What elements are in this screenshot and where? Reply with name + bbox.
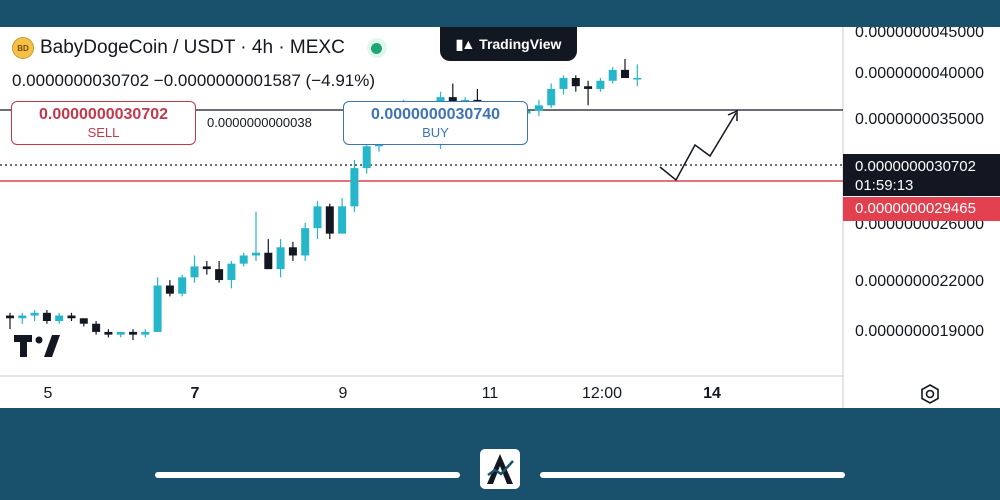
buy-button[interactable]: 0.0000000030740 BUY <box>343 101 528 145</box>
candle-body <box>362 146 371 169</box>
chart-frame: BD BabyDogeCoin / USDT · 4h · MEXC 0.000… <box>0 27 1000 408</box>
symbol-title[interactable]: BabyDogeCoin / USDT · 4h · MEXC <box>40 37 345 58</box>
sell-label: SELL <box>87 125 120 140</box>
footer-divider-right <box>540 472 845 478</box>
candle-body <box>325 206 334 234</box>
time-axis-tick: 11 <box>481 385 499 402</box>
footer-divider-left <box>155 472 460 478</box>
candle-body <box>559 78 568 89</box>
time-axis-tick: 14 <box>703 385 721 402</box>
candle-body <box>18 315 27 319</box>
candle-body <box>215 269 224 281</box>
candle-body <box>313 206 322 229</box>
candle-body <box>252 252 260 256</box>
candle-body <box>42 312 51 321</box>
candle-body <box>79 318 88 324</box>
candle-body <box>633 78 642 80</box>
price-axis-label: 0.0000000045000 <box>855 27 985 41</box>
candle-body <box>190 266 199 278</box>
coin-icon: BD <box>12 37 34 59</box>
brand-label: TradingView <box>479 36 562 52</box>
time-axis-tick: 9 <box>338 385 348 402</box>
candle-body <box>92 323 101 332</box>
candle-body <box>239 255 248 264</box>
candle-body <box>104 331 113 335</box>
candle-body <box>165 285 174 294</box>
candle-body <box>338 206 347 234</box>
price-axis-label: 0.0000000019000 <box>855 323 985 340</box>
sell-price: 0.0000000030702 <box>38 106 169 123</box>
price-axis-label: 0.0000000040000 <box>855 65 985 82</box>
price-axis-label: 0.0000000022000 <box>855 273 985 290</box>
candle-body <box>116 331 125 335</box>
candle-body <box>350 168 359 207</box>
candle-body <box>6 315 14 319</box>
candle-body <box>596 80 605 89</box>
candle-body <box>301 228 310 256</box>
candle-body <box>571 78 580 87</box>
candle-body <box>202 266 211 270</box>
price-axis-label: 0.0000000035000 <box>855 111 985 128</box>
candle-body <box>288 247 297 256</box>
candle-body <box>141 331 150 335</box>
time-axis-tick: 5 <box>43 385 53 402</box>
level-price-tag: 0.0000000029465 <box>843 197 1000 221</box>
candle-body <box>227 263 236 281</box>
time-axis-tick: 7 <box>190 385 200 402</box>
buy-price: 0.0000000030740 <box>370 106 501 123</box>
app-logo-icon <box>480 449 520 489</box>
bar-countdown: 01:59:13 <box>855 177 914 194</box>
candle-body <box>621 69 629 79</box>
candle-body <box>584 86 593 89</box>
candle-body <box>55 315 64 321</box>
candle-body <box>547 88 556 106</box>
candle-body <box>264 252 273 270</box>
candle-body <box>67 315 76 319</box>
tradingview-badge[interactable]: ▮▲ TradingView <box>440 27 577 61</box>
candle-body <box>30 312 39 316</box>
projection-path <box>659 112 737 182</box>
time-axis-tick: 12:00 <box>581 385 623 402</box>
candle-body <box>608 69 617 81</box>
tradingview-logo-icon: ▮▲ <box>455 35 476 52</box>
current-price-value: 0.0000000030702 <box>855 158 976 175</box>
candle-body <box>129 331 137 335</box>
candle-body <box>153 285 162 332</box>
candle-body <box>534 105 543 111</box>
chart-header: BD BabyDogeCoin / USDT · 4h · MEXC <box>12 37 387 59</box>
projection-arrowhead <box>727 109 738 121</box>
market-open-icon <box>366 38 387 58</box>
spread-value: 0.0000000000038 <box>207 115 312 130</box>
tradingview-watermark-icon <box>14 335 60 357</box>
candle-body <box>178 277 187 294</box>
ohlc-readout: 0.0000000030702 −0.0000000001587 (−4.91%… <box>12 71 376 90</box>
settings-gear-icon[interactable] <box>919 383 941 405</box>
candle-body <box>276 247 285 270</box>
buy-label: BUY <box>422 125 449 140</box>
current-price-tag: 0.0000000030702 01:59:13 <box>843 154 1000 196</box>
candlestick-chart <box>0 27 844 408</box>
sell-button[interactable]: 0.0000000030702 SELL <box>11 101 196 145</box>
